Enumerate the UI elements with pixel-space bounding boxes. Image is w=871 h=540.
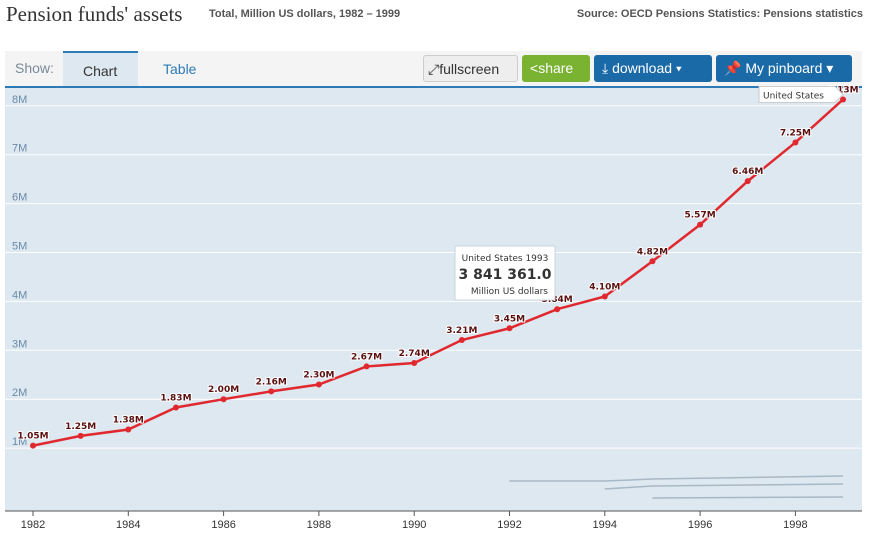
- y-tick-label: 4M: [12, 289, 27, 301]
- data-point: [125, 426, 132, 433]
- data-label: 2.67M: [351, 352, 382, 362]
- y-tick-label: 1M: [12, 436, 27, 448]
- data-point: [411, 360, 418, 367]
- fullscreen-label: fullscreen: [439, 61, 500, 77]
- y-tick-label: 8M: [12, 94, 27, 106]
- data-label: 5.57M: [685, 211, 716, 221]
- tab-table[interactable]: Table: [163, 61, 197, 77]
- series-name-label: United States: [763, 91, 824, 101]
- series-name-label-box: [758, 85, 844, 103]
- tab-chart[interactable]: Chart: [63, 51, 138, 86]
- data-point: [601, 293, 608, 300]
- tooltip-title: United States 1993: [462, 254, 549, 264]
- data-label: 2.16M: [256, 377, 287, 387]
- data-point: [554, 306, 561, 313]
- chart-title: Pension funds' assets: [6, 2, 183, 26]
- chart-subtitle: Total, Million US dollars, 1982 – 1999: [209, 8, 401, 20]
- background-series-line: [652, 496, 844, 499]
- toolbar: Show: Chart Table ⤢fullscreen <share ⤓ d…: [5, 51, 862, 88]
- data-point: [220, 396, 227, 403]
- download-icon: ⤓: [602, 60, 613, 76]
- data-point: [744, 178, 751, 185]
- data-label: 6.46M: [732, 167, 763, 177]
- share-icon: <: [530, 60, 539, 76]
- x-tick-label: 1986: [211, 519, 235, 531]
- fullscreen-button[interactable]: ⤢fullscreen: [423, 55, 518, 82]
- data-point: [840, 96, 847, 103]
- data-label: 7.25M: [780, 128, 811, 138]
- background-series-line: [509, 475, 844, 482]
- data-point: [172, 404, 179, 411]
- x-tick-label: 1982: [21, 519, 45, 531]
- data-label: 1.83M: [160, 394, 191, 404]
- x-tick-label: 1990: [402, 519, 426, 531]
- tooltip-value: 3 841 361.0: [459, 267, 552, 283]
- pinboard-label: My pinboard ▾: [745, 60, 834, 76]
- series-line-united-states: [32, 98, 844, 447]
- data-point: [697, 221, 704, 228]
- data-label: 3.45M: [494, 314, 525, 324]
- x-tick-label: 1996: [688, 519, 712, 531]
- data-point: [506, 325, 513, 332]
- data-label: 4.10M: [589, 283, 620, 293]
- data-label: 1.38M: [113, 416, 144, 426]
- data-label: 3.21M: [446, 326, 477, 336]
- data-point: [30, 442, 36, 449]
- y-tick-label: 2M: [12, 387, 27, 399]
- x-tick-label: 1998: [783, 519, 807, 531]
- y-tick-label: 7M: [12, 143, 27, 155]
- data-point: [649, 258, 656, 265]
- x-tick-label: 1988: [307, 519, 331, 531]
- download-label: download ▾: [612, 60, 682, 76]
- data-point: [792, 139, 799, 146]
- data-label: 2.00M: [208, 385, 239, 395]
- x-tick-label: 1994: [593, 519, 617, 531]
- data-point: [363, 363, 370, 370]
- x-tick-label: 1984: [116, 519, 140, 531]
- plot-area: [5, 88, 862, 511]
- pin-icon: 📌: [724, 60, 746, 76]
- expand-icon: ⤢: [428, 61, 440, 77]
- show-label: Show:: [15, 60, 54, 76]
- y-tick-label: 3M: [12, 338, 27, 350]
- data-label: 2.30M: [303, 371, 334, 381]
- data-label: 2.74M: [399, 349, 430, 359]
- y-tick-label: 5M: [12, 241, 27, 253]
- data-label: 1.05M: [17, 432, 48, 442]
- download-button[interactable]: ⤓ download ▾: [594, 55, 712, 82]
- data-point: [458, 337, 465, 344]
- data-point: [315, 381, 322, 388]
- background-series-line: [604, 483, 844, 490]
- data-label: 1.25M: [65, 422, 96, 432]
- share-label: share: [538, 60, 574, 76]
- data-point: [77, 432, 84, 439]
- pinboard-button[interactable]: 📌 My pinboard ▾: [716, 55, 852, 82]
- y-tick-label: 6M: [12, 192, 27, 204]
- tooltip-box: [454, 245, 556, 301]
- x-tick-label: 1992: [497, 519, 521, 531]
- data-point: [268, 388, 275, 395]
- source-text: Source: OECD Pensions Statistics: Pensio…: [576, 8, 863, 20]
- share-button[interactable]: <share: [522, 55, 590, 82]
- data-label: 4.82M: [637, 247, 668, 257]
- tooltip-unit: Million US dollars: [471, 287, 548, 297]
